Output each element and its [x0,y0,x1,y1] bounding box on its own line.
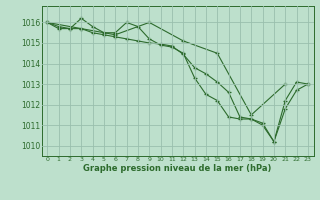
X-axis label: Graphe pression niveau de la mer (hPa): Graphe pression niveau de la mer (hPa) [84,164,272,173]
